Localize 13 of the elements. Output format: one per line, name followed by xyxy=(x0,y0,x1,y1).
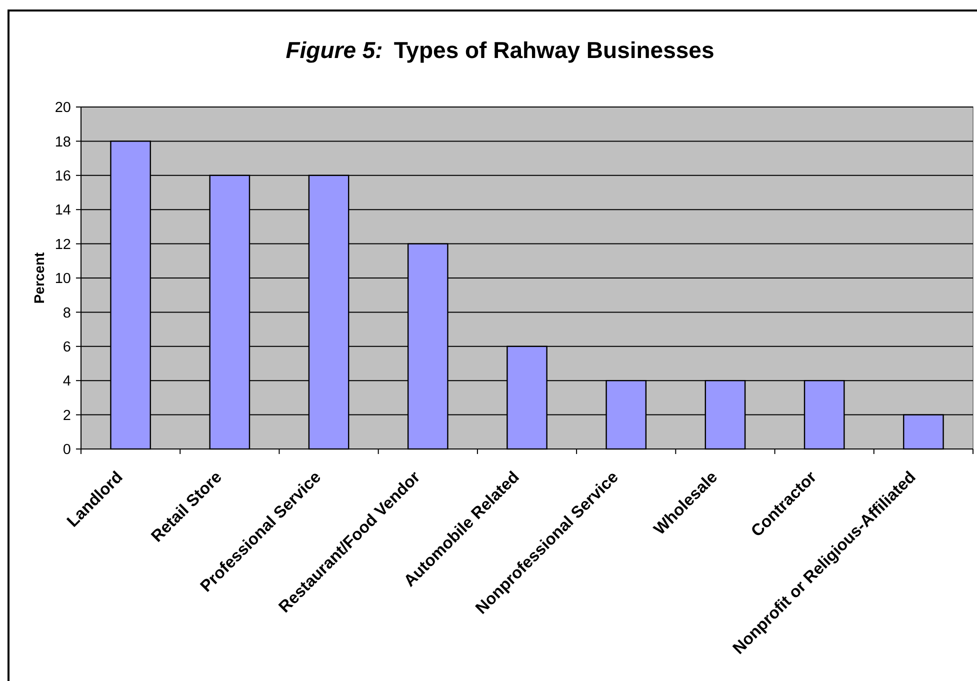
y-axis-title: Percent xyxy=(31,252,47,304)
y-tick-label: 4 xyxy=(62,374,71,390)
y-tick-label: 10 xyxy=(54,271,71,288)
y-tick-label: 6 xyxy=(62,339,71,356)
y-tick-label: 2 xyxy=(62,408,71,424)
y-tick-label: 14 xyxy=(54,202,71,219)
y-tick-label: 16 xyxy=(54,168,71,184)
y-tick-label: 0 xyxy=(62,442,71,458)
y-tick-label: 12 xyxy=(54,236,71,253)
y-tick-label: 18 xyxy=(54,134,71,150)
y-tick-label: 20 xyxy=(54,100,71,116)
chart-title: Figure 5: Types of Rahway Businesses xyxy=(286,37,714,63)
y-tick-label: 8 xyxy=(62,305,71,322)
